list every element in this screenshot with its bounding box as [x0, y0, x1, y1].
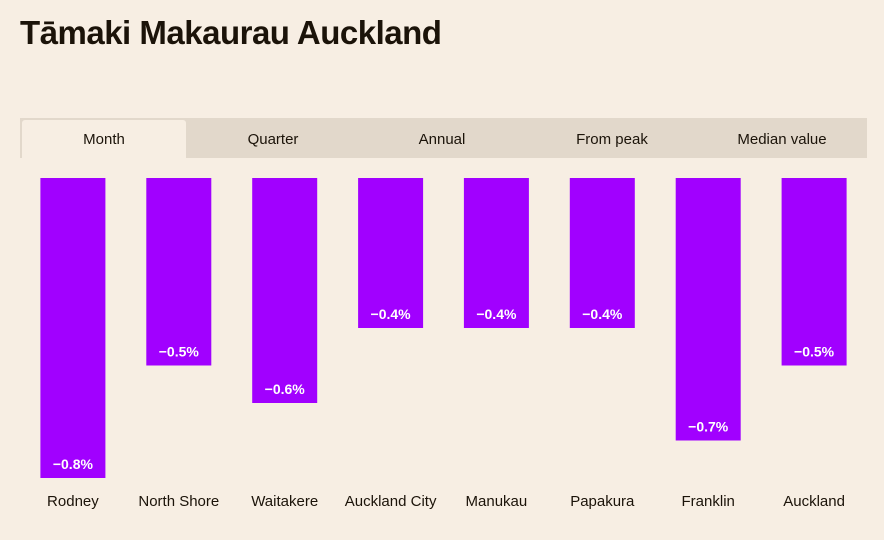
category-label-auckland-city: Auckland City	[345, 493, 437, 510]
bar-rodney	[40, 178, 106, 478]
page-title: Tāmaki Makaurau Auckland	[20, 14, 442, 51]
bar-value-label-waitakere: −0.6%	[265, 381, 306, 397]
bar-manukau	[463, 178, 529, 328]
bar-auckland	[781, 178, 847, 366]
category-label-franklin: Franklin	[682, 493, 735, 510]
category-label-auckland: Auckland	[783, 493, 845, 510]
period-tabs: Month Quarter Annual From peak Median va…	[20, 118, 867, 158]
bar-value-label-manukau: −0.4%	[476, 306, 517, 322]
tab-quarter[interactable]: Quarter	[247, 130, 299, 148]
bar-auckland-city	[358, 178, 424, 328]
bar-value-label-auckland-city: −0.4%	[371, 306, 412, 322]
bar-value-label-franklin: −0.7%	[688, 419, 729, 435]
category-label-rodney: Rodney	[47, 493, 99, 510]
tab-median-value[interactable]: Median value	[737, 130, 827, 148]
tab-from-peak[interactable]: From peak	[576, 130, 648, 148]
tab-month[interactable]: Month	[22, 120, 186, 158]
category-label-north-shore: North Shore	[138, 493, 219, 510]
bar-franklin	[675, 178, 741, 441]
bar-north-shore	[146, 178, 212, 366]
tab-annual[interactable]: Annual	[418, 130, 466, 148]
bar-value-label-north-shore: −0.5%	[159, 344, 200, 360]
bar-waitakere	[252, 178, 318, 403]
bar-value-label-papakura: −0.4%	[582, 306, 623, 322]
bar-value-label-rodney: −0.8%	[53, 456, 94, 472]
bar-value-label-auckland: −0.5%	[794, 344, 835, 360]
category-label-papakura: Papakura	[570, 493, 635, 510]
category-label-waitakere: Waitakere	[251, 493, 318, 510]
bar-papakura	[569, 178, 635, 328]
category-label-manukau: Manukau	[466, 493, 528, 510]
